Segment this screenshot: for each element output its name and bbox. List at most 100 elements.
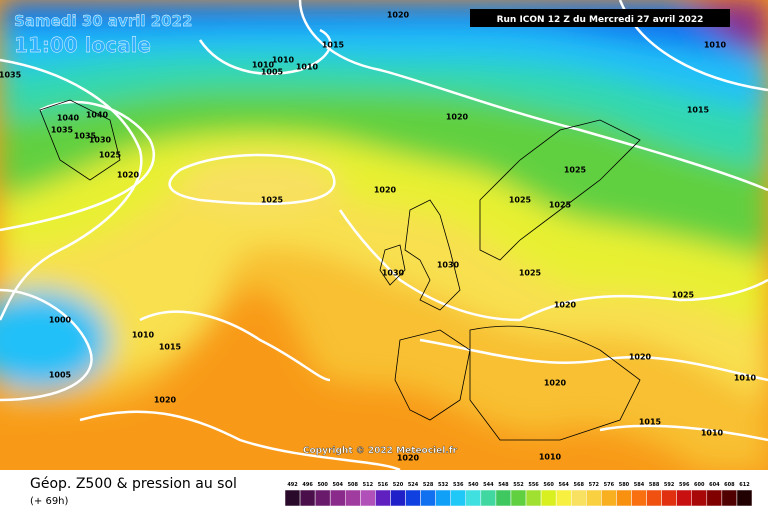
colorbar-label: 568 xyxy=(574,482,585,488)
isobar-label: 1035 xyxy=(74,132,97,141)
colorbar-swatch xyxy=(616,489,632,507)
isobar-label: 1025 xyxy=(672,291,695,300)
copyright: Copyright © 2022 Meteociel.fr xyxy=(303,446,458,456)
colorbar-label: 520 xyxy=(393,482,404,488)
colorbar-swatch xyxy=(375,489,391,507)
isobar-label: 1010 xyxy=(132,331,155,340)
colorbar-swatch xyxy=(676,489,692,507)
colorbar-label: 584 xyxy=(634,482,645,488)
colorbar-label: 600 xyxy=(694,482,705,488)
isobar-label: 1020 xyxy=(397,454,420,463)
colorbar-label: 576 xyxy=(604,482,615,488)
run-info: Run ICON 12 Z du Mercredi 27 avril 2022 xyxy=(497,15,704,25)
z500-field xyxy=(0,0,768,470)
isobar-label: 1030 xyxy=(437,261,460,270)
colorbar-swatch xyxy=(586,489,602,507)
colorbar-label: 512 xyxy=(363,482,374,488)
isobar-label: 1015 xyxy=(687,106,710,115)
colorbar-label: 552 xyxy=(513,482,524,488)
colorbar-label: 500 xyxy=(317,482,328,488)
isobar-label: 1025 xyxy=(261,196,284,205)
colorbar-swatch xyxy=(465,489,482,507)
isobar-label: 1010 xyxy=(296,63,319,72)
colorbar-swatch xyxy=(540,489,557,507)
isobar-label: 1005 xyxy=(49,371,72,380)
colorbar-label: 612 xyxy=(739,482,750,488)
colorbar-label: 608 xyxy=(724,482,735,488)
isobar-label: 1005 xyxy=(261,68,284,77)
isobar-label: 1010 xyxy=(252,61,275,70)
colorbar-label: 592 xyxy=(664,482,675,488)
colorbar-swatch xyxy=(736,489,753,507)
isobar-label: 1000 xyxy=(49,316,72,325)
colorbar-label: 540 xyxy=(468,482,479,488)
coastlines xyxy=(39,99,641,441)
colorbar-swatch xyxy=(525,489,542,507)
colorbar-swatch xyxy=(450,489,467,507)
colorbar-label: 508 xyxy=(348,482,359,488)
map-title: Géop. Z500 & pression au sol xyxy=(30,476,237,492)
isobar-label: 1020 xyxy=(554,301,577,310)
isobar-label: 1015 xyxy=(159,343,182,352)
isobar-label: 1025 xyxy=(549,201,572,210)
colorbar-label: 516 xyxy=(378,482,389,488)
colorbar: 492 496 500 504 508 512 516 520 524 528 532 536 540 5… xyxy=(284,482,753,507)
isobar-label: 1020 xyxy=(374,186,397,195)
colorbar-swatch xyxy=(420,489,436,507)
colorbar-swatch xyxy=(721,489,738,507)
colorbar-swatch xyxy=(329,489,346,507)
colorbar-swatch xyxy=(631,489,647,507)
isobar-label: 1035 xyxy=(51,126,74,135)
colorbar-label: 536 xyxy=(453,482,464,488)
colorbar-swatch xyxy=(390,489,406,507)
isobar-label: 1030 xyxy=(382,269,405,278)
colorbar-label: 580 xyxy=(619,482,630,488)
colorbar-swatch xyxy=(345,489,361,507)
colorbar-label: 556 xyxy=(528,482,539,488)
isobar-label: 1020 xyxy=(446,113,469,122)
valid-date: Samedi 30 avril 2022 xyxy=(14,12,192,30)
colorbar-label: 504 xyxy=(333,482,344,488)
colorbar-swatch xyxy=(706,489,723,507)
isobar-label: 1040 xyxy=(57,114,80,123)
isobar-label: 1020 xyxy=(544,379,567,388)
colorbar-label: 596 xyxy=(679,482,690,488)
isobar-label: 1010 xyxy=(734,374,757,383)
isobar-label: 1010 xyxy=(272,56,295,65)
isobar-label: 1020 xyxy=(387,11,410,20)
colorbar-swatch xyxy=(601,489,617,507)
colorbar-swatch xyxy=(495,489,512,507)
isobar-label: 1010 xyxy=(701,429,724,438)
forecast-lead: (+ 69h) xyxy=(30,496,69,507)
isobar-label: 1015 xyxy=(322,41,345,50)
colorbar-swatch xyxy=(661,489,677,507)
colorbar-label: 560 xyxy=(543,482,554,488)
colorbar-label: 572 xyxy=(589,482,600,488)
isobar-label: 1035 xyxy=(0,71,22,80)
colorbar-label: 528 xyxy=(423,482,434,488)
colorbar-swatch xyxy=(510,489,527,507)
isobar-label: 1020 xyxy=(154,396,177,405)
isobar-label: 1020 xyxy=(117,171,140,180)
colorbar-label: 548 xyxy=(498,482,509,488)
colorbar-label: 496 xyxy=(302,482,313,488)
colorbar-swatch xyxy=(555,489,572,507)
isobar-labels: 1035104010351040103510301025102010201015… xyxy=(0,11,757,463)
isobar-label: 1010 xyxy=(539,453,562,462)
colorbar-swatch xyxy=(691,489,708,507)
colorbar-label: 492 xyxy=(287,482,298,488)
colorbar-swatch xyxy=(284,489,301,507)
colorbar-swatch xyxy=(299,489,316,507)
isobar-label: 1015 xyxy=(639,418,662,427)
colorbar-label: 604 xyxy=(709,482,720,488)
isobar-label: 1020 xyxy=(629,353,652,362)
isobar-label: 1010 xyxy=(704,41,727,50)
run-banner xyxy=(470,9,730,27)
colorbar-swatch xyxy=(360,489,376,507)
colorbar-label: 564 xyxy=(558,482,569,488)
colorbar-swatch xyxy=(646,489,662,507)
colorbar-label: 588 xyxy=(649,482,660,488)
colorbar-label: 524 xyxy=(408,482,419,488)
colorbar-swatch xyxy=(405,489,421,507)
